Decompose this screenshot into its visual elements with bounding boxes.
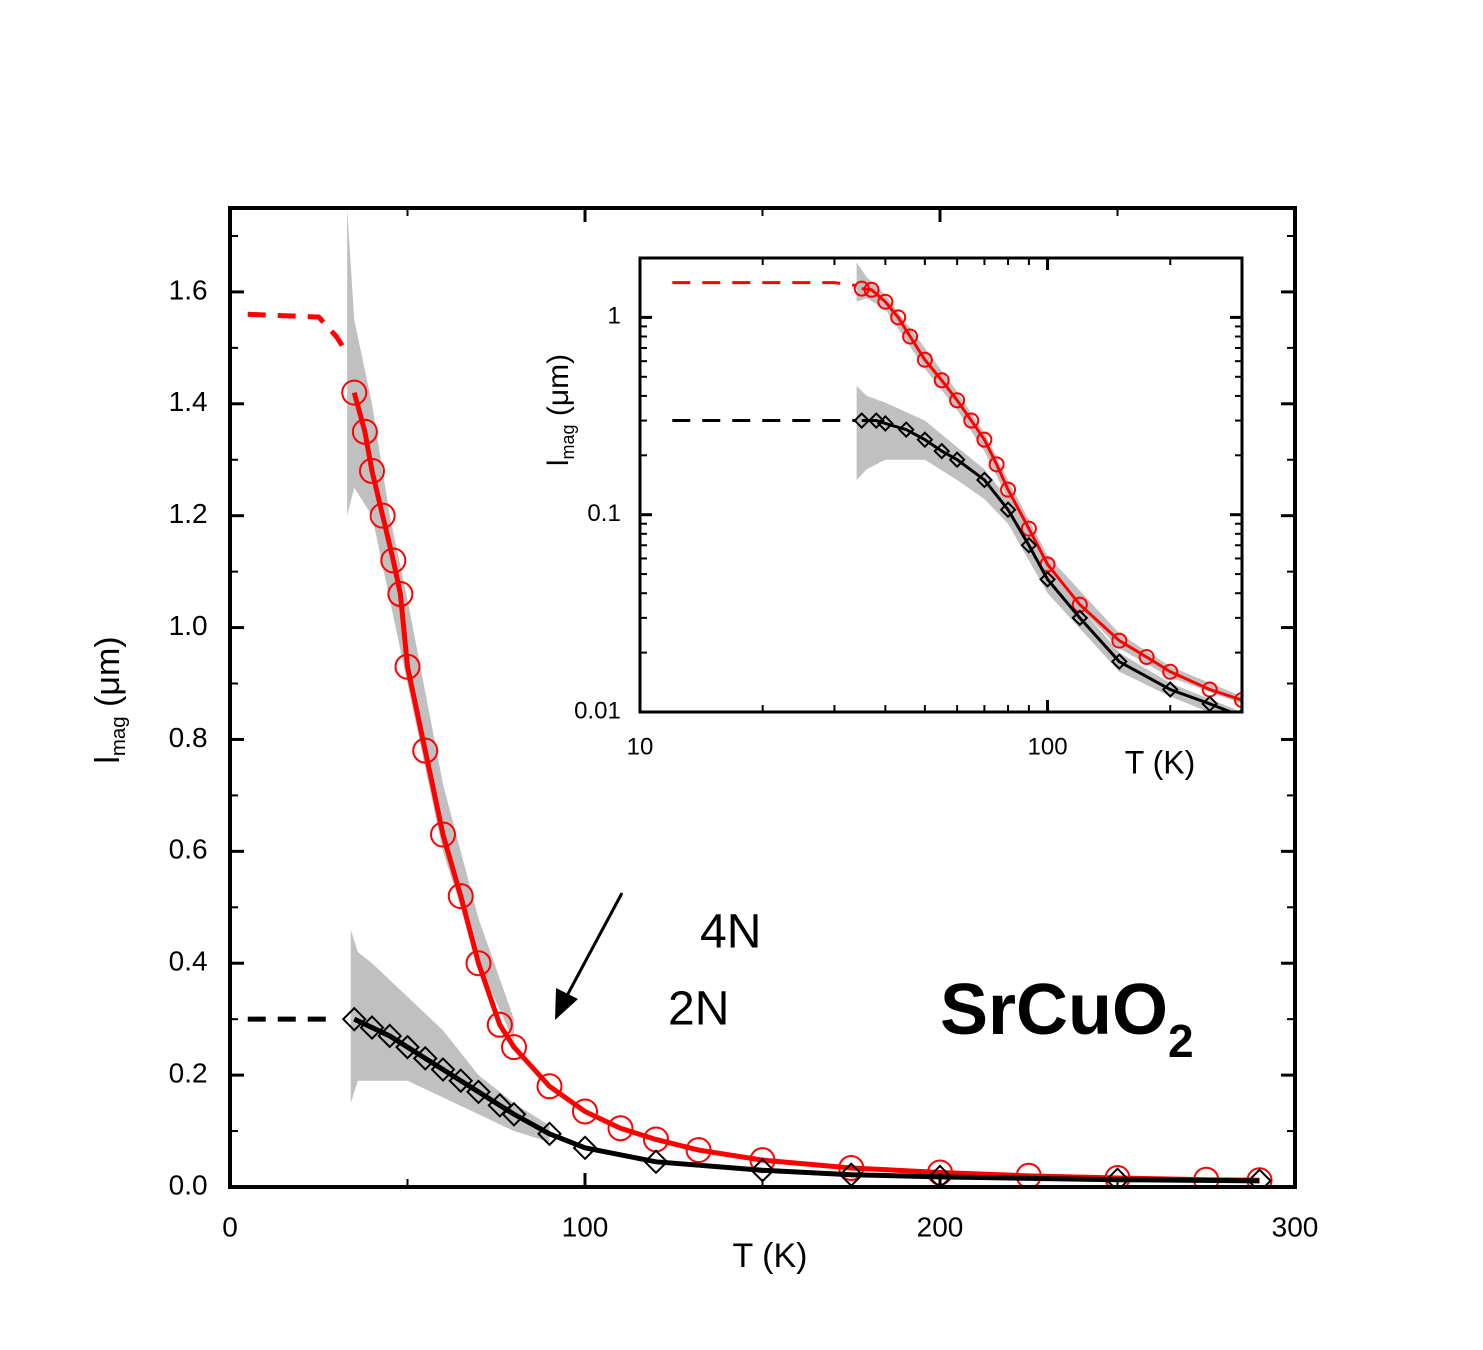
x-axis-title: T (K) (733, 1237, 808, 1275)
data-point (867, 412, 885, 429)
data-point (1234, 692, 1242, 709)
data-point (916, 351, 933, 368)
plot-area (247, 208, 1273, 1187)
data-point (1247, 1168, 1272, 1187)
y-tick-label: 0.1 (587, 500, 620, 527)
data-point (999, 501, 1017, 519)
y-axis-title: lmag (μm) (89, 636, 131, 763)
legend-label: 4N (700, 906, 761, 959)
extrapolation-line (672, 281, 857, 288)
y-tick-label: 0.6 (169, 834, 208, 865)
data-point (1039, 570, 1056, 588)
y-tick-label: 1.6 (169, 274, 208, 305)
data-point (988, 456, 1005, 473)
data-point (1020, 536, 1038, 554)
fit-line (351, 391, 1260, 1183)
data-point (890, 309, 907, 326)
data-point (447, 883, 474, 910)
data-point (486, 1011, 513, 1038)
arrow (560, 892, 624, 1006)
y-tick-label: 0.8 (169, 722, 208, 753)
compound-sub: 2 (1168, 1015, 1194, 1067)
data-point (963, 412, 980, 429)
data-point (949, 392, 966, 409)
x-tick-label: 100 (562, 1211, 609, 1242)
y-axis-title-sub: mag (109, 716, 131, 756)
uncertainty-band (347, 208, 514, 1042)
x-tick-label: 100 (1028, 733, 1068, 760)
arrow-head (555, 988, 578, 1020)
data-point (1111, 632, 1128, 649)
data-point (536, 1073, 563, 1100)
data-point (341, 1006, 367, 1032)
data-point (933, 372, 950, 389)
y-tick-label: 1.2 (169, 498, 208, 529)
legend-label: 2N (668, 983, 729, 1036)
plot-area (672, 262, 1242, 712)
plot-frame (638, 256, 1244, 714)
y-axis-title-main: l (542, 459, 575, 466)
fit-line (861, 419, 1235, 712)
y-axis-title-unit: (μm) (542, 354, 575, 425)
y-axis-title-main: l (89, 756, 127, 764)
data-point (501, 1034, 527, 1061)
data-point (853, 412, 871, 429)
y-tick-label: 0.4 (169, 946, 208, 977)
x-tick-label: 200 (917, 1211, 964, 1242)
data-point (1105, 1167, 1130, 1187)
data-point (1071, 609, 1089, 627)
data-point (902, 328, 919, 345)
extrapolation-line (247, 311, 350, 355)
uncertainty-band (856, 385, 1242, 712)
data-point (465, 950, 492, 977)
compound-main: SrCuO (940, 970, 1168, 1050)
data-point (1110, 653, 1128, 671)
x-tick-label: 10 (627, 733, 654, 760)
data-point (1162, 663, 1179, 680)
y-tick-label: 1.4 (169, 386, 208, 417)
x-axis-title: T (K) (1125, 744, 1196, 780)
y-tick-label: 1 (607, 303, 620, 330)
y-tick-label: 1.0 (169, 610, 208, 641)
fit-line (861, 287, 1242, 702)
data-point (877, 293, 894, 310)
data-point (976, 431, 993, 448)
data-point (927, 1164, 953, 1187)
y-tick-label: 0.01 (574, 697, 621, 724)
data-point (1000, 481, 1017, 498)
data-point (572, 1098, 598, 1125)
y-tick-label: 0.2 (169, 1058, 208, 1089)
data-point (1020, 520, 1037, 537)
data-point (369, 502, 396, 529)
data-point (607, 1115, 634, 1142)
x-tick-label: 300 (1272, 1211, 1319, 1242)
fit-line (353, 1016, 1260, 1184)
y-tick-label: 0.0 (169, 1169, 208, 1200)
compound-label: SrCuO2 (940, 970, 1194, 1067)
inset-background (640, 258, 1242, 712)
y-axis-title-unit: (μm) (89, 636, 127, 716)
y-axis-title-sub: mag (558, 424, 578, 459)
data-point (341, 379, 368, 406)
y-axis-title: lmag (μm) (542, 354, 578, 466)
data-point (1138, 649, 1155, 666)
x-tick-label: 0 (222, 1211, 238, 1242)
